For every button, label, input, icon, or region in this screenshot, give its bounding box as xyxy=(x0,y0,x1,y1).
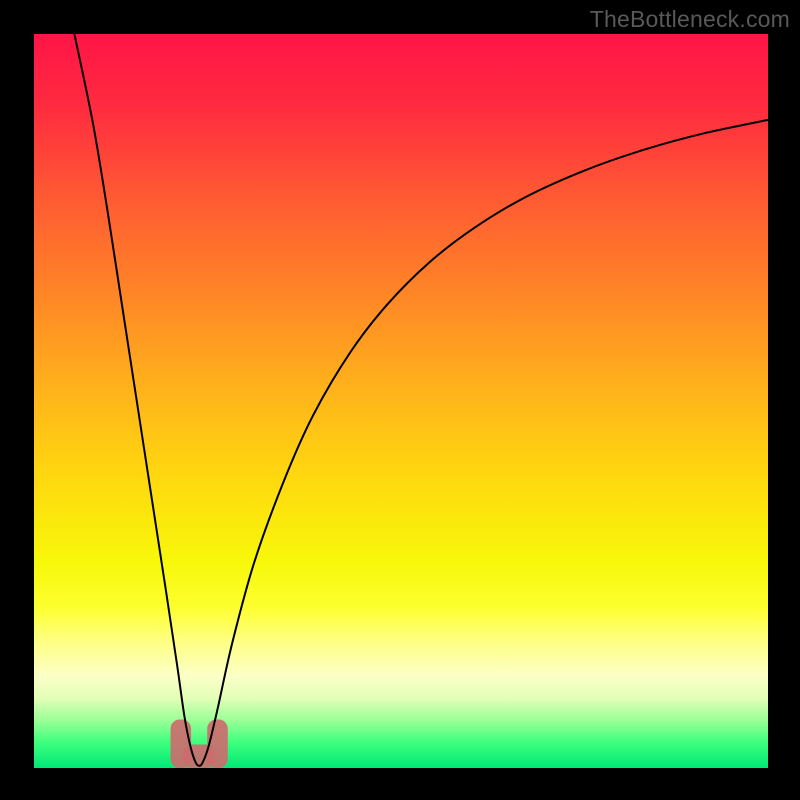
chart-frame xyxy=(0,0,800,800)
curve-path xyxy=(74,34,768,766)
plot-area xyxy=(34,34,768,768)
bottleneck-curve xyxy=(34,34,768,768)
watermark-text: TheBottleneck.com xyxy=(590,6,790,33)
